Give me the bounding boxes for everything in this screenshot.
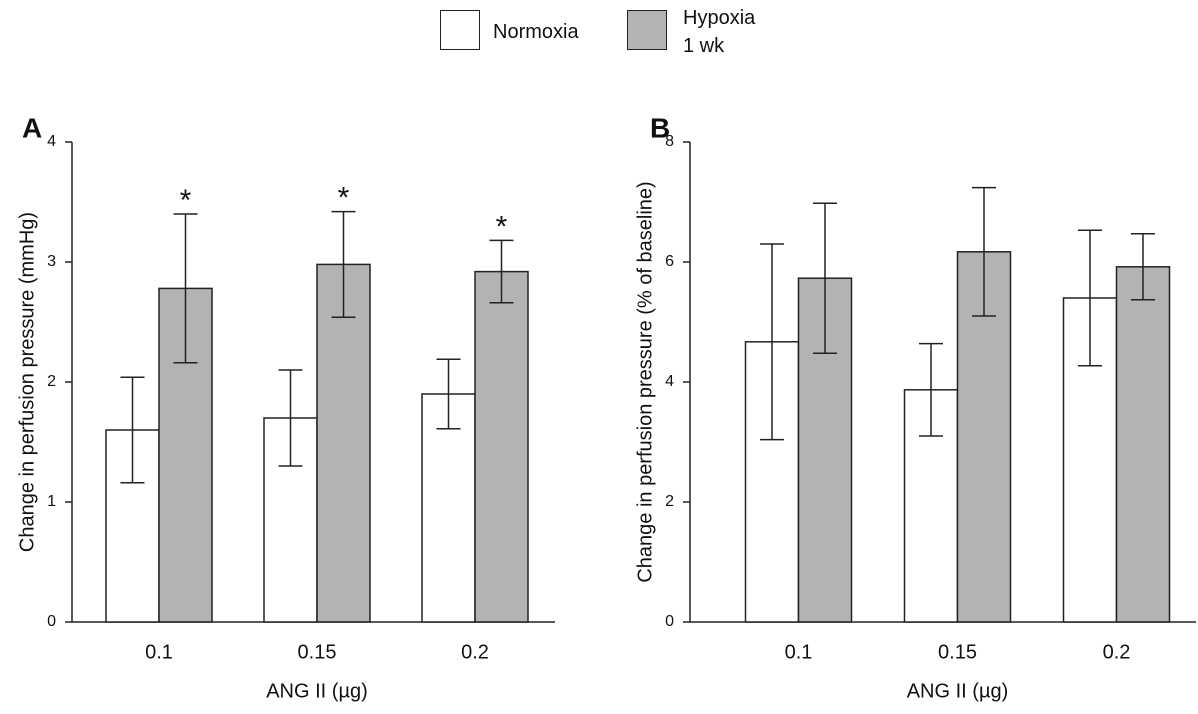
x-axis-label: ANG II (µg) [907,680,1009,702]
error-bar [813,202,837,354]
y-axis-label: Change in perfusion pressure (% of basel… [634,181,656,582]
error-bar [1078,229,1102,367]
y-tick-label: 1 [47,493,56,510]
y-tick-label: 4 [665,373,674,390]
y-tick-label: 4 [47,133,56,150]
panel-label: B [650,112,670,143]
significance-marker: * [180,184,192,217]
legend-label: Normoxia [493,21,579,43]
panel-label: A [22,112,42,143]
error-bar [1131,233,1155,301]
error-bar [919,342,943,437]
y-tick-label: 3 [47,253,56,270]
x-tick-label: 0.15 [938,641,977,663]
error-bar [972,186,996,317]
error-bar [120,376,145,484]
bar [474,270,529,623]
error-bar [331,210,356,318]
significance-marker: * [338,182,350,215]
error-bar [173,213,198,364]
error-bar [436,358,461,430]
legend-swatch [627,10,667,50]
legend-swatch [440,10,480,50]
significance-marker: * [496,210,508,243]
y-tick-label: 2 [665,493,674,510]
x-tick-label: 0.15 [298,641,337,663]
y-axis-label: Change in perfusion pressure (mmHg) [16,212,38,552]
x-axis-label: ANG II (µg) [266,680,368,702]
bar [1115,266,1171,623]
bar [316,263,371,623]
y-tick-label: 2 [47,373,56,390]
error-bar [760,243,784,441]
y-tick-label: 8 [665,133,674,150]
y-tick-label: 0 [665,613,674,630]
x-tick-label: 0.1 [145,641,173,663]
x-tick-label: 0.2 [461,641,489,663]
legend-label: Hypoxia 1 wk [683,7,756,57]
error-bar [278,369,303,467]
y-tick-label: 6 [665,253,674,270]
bar [421,393,476,623]
x-tick-label: 0.2 [1103,641,1131,663]
error-bar [489,239,514,304]
x-tick-label: 0.1 [785,641,813,663]
y-tick-label: 0 [47,613,56,630]
